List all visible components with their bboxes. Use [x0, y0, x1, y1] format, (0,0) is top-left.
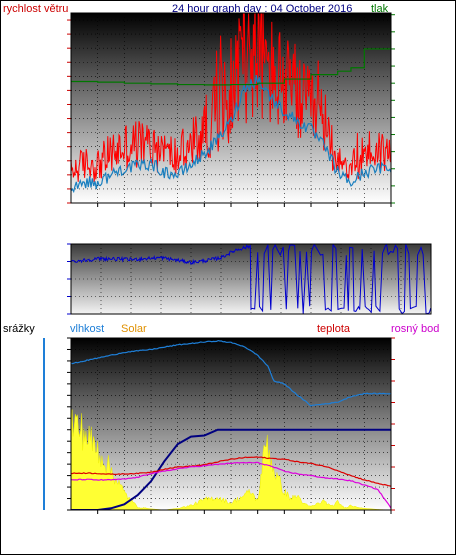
wind-plot-frame [70, 12, 392, 204]
temp-plot-ticks [43, 337, 395, 514]
direction-plot-ticks [67, 243, 71, 315]
wind-average-series [71, 75, 391, 194]
solar-series [71, 409, 391, 510]
direction-plot-frame [70, 243, 432, 315]
wind-direction-series [71, 244, 431, 314]
wind-speed-label: rychlost větru [3, 3, 68, 15]
rain-label: srážky [3, 323, 35, 335]
dewpoint-series [71, 461, 391, 509]
pressure-series [71, 31, 391, 86]
temperature-label: teplota [317, 323, 351, 335]
direction-plot-series [71, 244, 431, 314]
dewpoint-label: rosný bod [391, 323, 439, 335]
chart-title: 24 hour graph day : 04 October 2016 [172, 3, 352, 15]
rain-series [71, 428, 391, 510]
temp-plot-series [71, 339, 391, 510]
humidity-series [71, 339, 391, 407]
wind-plot-ticks [67, 14, 395, 207]
temp-plot-frame [70, 337, 392, 511]
temperature-series [71, 456, 391, 487]
humidity-label: vlhkost [70, 323, 104, 335]
wind-plot-series [71, 13, 391, 194]
solar-label: Solar [121, 323, 147, 335]
pressure-label: tlak [371, 3, 389, 15]
wind-speed-series [71, 13, 391, 182]
